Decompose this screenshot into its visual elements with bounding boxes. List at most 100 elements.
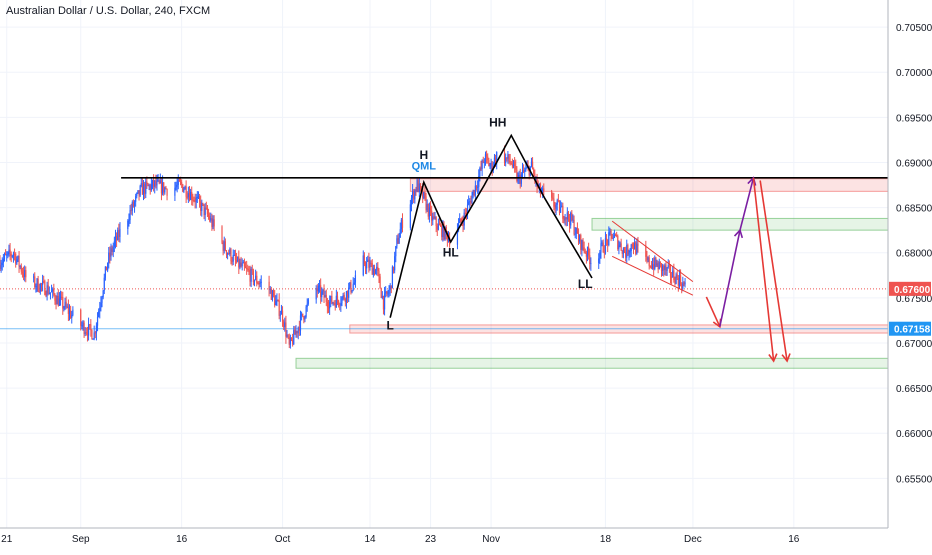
candle-body xyxy=(5,254,7,256)
x-tick-label: 16 xyxy=(176,534,188,545)
candle-body xyxy=(157,180,159,182)
candle-body xyxy=(436,225,438,230)
candle-body xyxy=(542,188,544,193)
candle-body xyxy=(307,299,309,304)
candle-body xyxy=(518,174,520,178)
candle-body xyxy=(229,249,231,255)
candle-body xyxy=(0,265,2,269)
candle-body xyxy=(304,316,306,320)
candle-body xyxy=(142,184,145,195)
candle-body xyxy=(128,220,130,222)
candle-body xyxy=(370,262,372,264)
candle-body xyxy=(612,237,614,239)
candle-body xyxy=(202,203,204,205)
candle-body xyxy=(556,200,558,205)
candle-body xyxy=(207,214,210,217)
candle-body xyxy=(460,218,462,222)
candle-body xyxy=(558,201,561,213)
candle-body xyxy=(296,331,298,334)
candle-body xyxy=(363,255,365,265)
y-tick-label: 0.69000 xyxy=(896,158,932,169)
blue-level-tag-text: 0.67158 xyxy=(894,325,931,336)
candle-body xyxy=(71,314,73,318)
candle-body xyxy=(303,316,305,320)
candle-body xyxy=(288,336,290,345)
candle-body xyxy=(637,243,639,246)
candle-body xyxy=(428,207,431,217)
candle-body xyxy=(165,187,167,190)
candle-body xyxy=(331,295,333,304)
candle-body xyxy=(663,265,665,271)
candle-body xyxy=(396,238,398,247)
candle-body xyxy=(372,268,374,275)
candle-body xyxy=(394,256,396,271)
candle-body xyxy=(150,184,152,191)
candle-body xyxy=(493,157,496,166)
candle-body xyxy=(119,228,121,237)
candle-body xyxy=(602,242,604,253)
candle-body xyxy=(136,193,138,197)
candle-body xyxy=(410,197,413,205)
candle-body xyxy=(512,161,515,167)
candle-body xyxy=(676,274,678,278)
candle-body xyxy=(582,240,584,248)
candle-body xyxy=(345,291,348,302)
candle-body xyxy=(228,253,230,255)
candle-body xyxy=(159,180,161,184)
candle-body xyxy=(297,327,299,334)
candle-body xyxy=(243,262,246,267)
candle-body xyxy=(449,238,451,245)
candle-body xyxy=(177,179,179,185)
candle-body xyxy=(3,254,6,259)
candle-body xyxy=(473,190,475,196)
candle-body xyxy=(70,310,72,318)
candle-body xyxy=(85,332,87,334)
candle-body xyxy=(378,270,380,277)
candle-body xyxy=(563,218,565,221)
candle-body xyxy=(108,252,110,263)
candle-body xyxy=(444,226,446,240)
candle-body xyxy=(456,229,459,245)
candle-body xyxy=(567,212,570,220)
candle-body xyxy=(581,240,583,250)
candle-body xyxy=(280,310,283,315)
candle-body xyxy=(650,266,653,269)
candle-body xyxy=(194,200,196,203)
candle-body xyxy=(50,291,53,293)
candle-body xyxy=(465,213,468,215)
candle-body xyxy=(113,241,115,247)
grid xyxy=(0,0,888,528)
candle-body xyxy=(387,293,389,295)
candle-body xyxy=(580,235,582,250)
candle-body xyxy=(12,253,15,256)
candle-body xyxy=(7,252,9,255)
candle-body xyxy=(635,242,637,254)
candle-body xyxy=(156,180,158,186)
candle-body xyxy=(117,230,119,241)
candle-body xyxy=(583,247,585,252)
candle-body xyxy=(294,329,296,335)
candle-body xyxy=(422,188,424,199)
candle-body xyxy=(242,262,244,264)
candle-body xyxy=(105,266,108,271)
candle-body xyxy=(62,297,64,309)
candle-body xyxy=(572,219,574,221)
candle-body xyxy=(89,324,91,326)
candle-body xyxy=(251,268,253,271)
candle-body xyxy=(161,182,164,194)
candle-body xyxy=(33,276,35,278)
candle-body xyxy=(277,299,279,301)
candle-body xyxy=(608,232,610,245)
chart-title: Australian Dollar / U.S. Dollar, 240, FX… xyxy=(6,5,211,17)
candle-body xyxy=(295,331,297,335)
candle-body xyxy=(445,226,447,233)
candle-body xyxy=(379,276,381,289)
candle-body xyxy=(630,244,632,251)
candle-body xyxy=(350,282,352,293)
candle-body xyxy=(239,262,241,268)
candle-body xyxy=(54,294,56,301)
candle-body xyxy=(330,295,332,302)
candle-body xyxy=(163,182,165,193)
